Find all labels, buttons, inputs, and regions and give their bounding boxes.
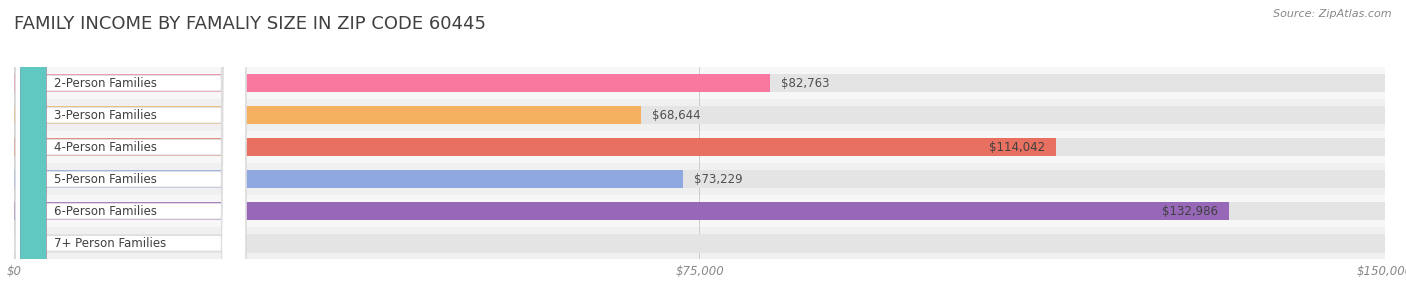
Text: 7+ Person Families: 7+ Person Families — [53, 237, 166, 250]
Bar — [14, 234, 1385, 253]
Text: 3-Person Families: 3-Person Families — [53, 109, 156, 122]
Bar — [14, 202, 1229, 221]
Text: 4-Person Families: 4-Person Families — [53, 141, 157, 154]
Bar — [14, 227, 1385, 259]
Circle shape — [21, 0, 45, 305]
Bar — [14, 163, 1385, 195]
Bar — [14, 195, 1385, 227]
Text: $73,229: $73,229 — [695, 173, 742, 186]
Bar — [14, 170, 683, 188]
Bar — [14, 131, 1385, 163]
Text: 2-Person Families: 2-Person Families — [53, 77, 157, 90]
FancyBboxPatch shape — [15, 0, 246, 305]
Text: 5-Person Families: 5-Person Families — [53, 173, 156, 186]
FancyBboxPatch shape — [15, 0, 246, 305]
Bar — [14, 74, 1385, 92]
Bar — [14, 138, 1056, 156]
Bar — [14, 170, 1385, 188]
Text: FAMILY INCOME BY FAMALIY SIZE IN ZIP CODE 60445: FAMILY INCOME BY FAMALIY SIZE IN ZIP COD… — [14, 15, 486, 33]
Bar — [14, 99, 1385, 131]
FancyBboxPatch shape — [15, 0, 246, 305]
Bar — [14, 67, 1385, 99]
Circle shape — [21, 0, 45, 305]
Bar — [14, 74, 770, 92]
Bar — [14, 202, 1385, 221]
Circle shape — [21, 0, 45, 305]
Text: $82,763: $82,763 — [782, 77, 830, 90]
Text: $68,644: $68,644 — [652, 109, 702, 122]
Bar — [14, 106, 641, 124]
FancyBboxPatch shape — [15, 0, 246, 305]
Bar — [14, 138, 1385, 156]
Text: $0: $0 — [25, 237, 39, 250]
FancyBboxPatch shape — [15, 0, 246, 305]
Text: 6-Person Families: 6-Person Families — [53, 205, 157, 218]
Text: Source: ZipAtlas.com: Source: ZipAtlas.com — [1274, 9, 1392, 19]
Circle shape — [21, 0, 45, 305]
FancyBboxPatch shape — [15, 0, 246, 305]
Circle shape — [21, 0, 45, 305]
Bar — [14, 106, 1385, 124]
Text: $114,042: $114,042 — [990, 141, 1045, 154]
Text: $132,986: $132,986 — [1163, 205, 1219, 218]
Circle shape — [21, 0, 45, 305]
